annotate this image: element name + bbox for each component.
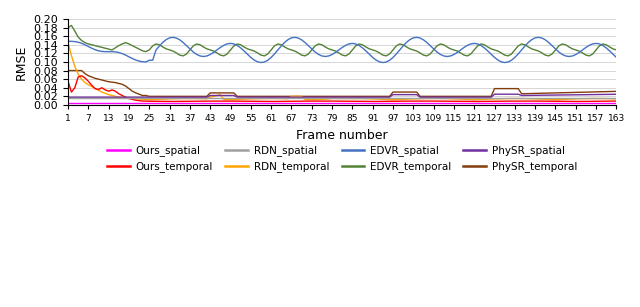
Ours_temporal [470, 100, 478, 103]
RDN_spatial [463, 97, 471, 100]
Ours_spatial [494, 101, 502, 105]
Line: Ours_temporal: Ours_temporal [68, 76, 616, 102]
EDVR_temporal [64, 26, 72, 29]
RDN_spatial [612, 97, 620, 100]
PhySR_temporal [612, 90, 620, 93]
EDVR_temporal [612, 48, 620, 52]
PhySR_temporal [497, 87, 505, 91]
RDN_temporal [612, 97, 620, 101]
EDVR_spatial [64, 40, 72, 43]
Ours_temporal [77, 74, 85, 78]
Ours_spatial [216, 101, 224, 105]
RDN_spatial [606, 97, 614, 100]
RDN_temporal [220, 98, 228, 101]
EDVR_temporal [315, 42, 323, 46]
RDN_temporal [609, 97, 617, 101]
Line: RDN_temporal: RDN_temporal [68, 43, 616, 100]
Ours_temporal [501, 99, 509, 103]
Ours_spatial [64, 101, 72, 105]
EDVR_temporal [541, 53, 549, 57]
EDVR_spatial [318, 54, 326, 58]
Line: PhySR_spatial: PhySR_spatial [68, 94, 616, 97]
EDVR_spatial [501, 61, 509, 64]
Ours_temporal [612, 99, 620, 103]
EDVR_spatial [612, 56, 620, 59]
RDN_spatial [64, 97, 72, 100]
PhySR_spatial [497, 92, 505, 96]
PhySR_temporal [609, 90, 617, 93]
Ours_temporal [318, 99, 326, 103]
PhySR_spatial [463, 95, 471, 99]
Ours_spatial [534, 101, 542, 105]
PhySR_spatial [609, 92, 617, 96]
Legend: Ours_spatial, Ours_temporal, RDN_spatial, RDN_temporal, EDVR_spatial, EDVR_tempo: Ours_spatial, Ours_temporal, RDN_spatial… [103, 141, 581, 177]
RDN_spatial [534, 97, 542, 100]
Ours_spatial [612, 101, 620, 105]
Ours_spatial [463, 101, 471, 105]
EDVR_temporal [470, 48, 478, 52]
RDN_temporal [64, 41, 72, 45]
X-axis label: Frame number: Frame number [296, 129, 388, 142]
Ours_temporal [579, 99, 586, 103]
PhySR_temporal [467, 95, 475, 98]
PhySR_temporal [64, 69, 72, 72]
PhySR_spatial [491, 92, 499, 96]
EDVR_spatial [257, 61, 265, 64]
PhySR_spatial [216, 94, 224, 97]
Ours_spatial [572, 101, 580, 105]
EDVR_temporal [68, 24, 76, 27]
RDN_temporal [575, 97, 583, 101]
RDN_temporal [497, 97, 505, 100]
Y-axis label: RMSE: RMSE [15, 44, 28, 80]
PhySR_temporal [220, 91, 228, 95]
PhySR_temporal [575, 91, 583, 94]
RDN_temporal [145, 98, 153, 102]
Ours_temporal [223, 99, 231, 103]
PhySR_spatial [575, 93, 583, 97]
EDVR_temporal [423, 54, 431, 58]
PhySR_spatial [64, 95, 72, 99]
Line: PhySR_temporal: PhySR_temporal [68, 71, 616, 96]
Ours_temporal [64, 80, 72, 83]
Ours_temporal [541, 99, 549, 103]
EDVR_temporal [220, 54, 228, 58]
EDVR_spatial [541, 38, 549, 42]
RDN_spatial [216, 97, 224, 100]
PhySR_temporal [145, 95, 153, 98]
PhySR_temporal [538, 91, 546, 95]
RDN_spatial [494, 97, 502, 100]
EDVR_spatial [470, 41, 478, 45]
PhySR_spatial [538, 93, 546, 97]
EDVR_spatial [220, 44, 228, 47]
EDVR_spatial [579, 48, 586, 52]
EDVR_temporal [579, 51, 586, 55]
Ours_temporal [166, 100, 173, 103]
EDVR_temporal [501, 53, 509, 57]
RDN_temporal [467, 98, 475, 101]
Line: EDVR_spatial: EDVR_spatial [68, 37, 616, 63]
EDVR_spatial [169, 36, 177, 39]
Ours_spatial [606, 101, 614, 105]
PhySR_spatial [612, 92, 620, 96]
Line: EDVR_temporal: EDVR_temporal [68, 25, 616, 56]
RDN_spatial [572, 97, 580, 100]
RDN_temporal [538, 97, 546, 101]
